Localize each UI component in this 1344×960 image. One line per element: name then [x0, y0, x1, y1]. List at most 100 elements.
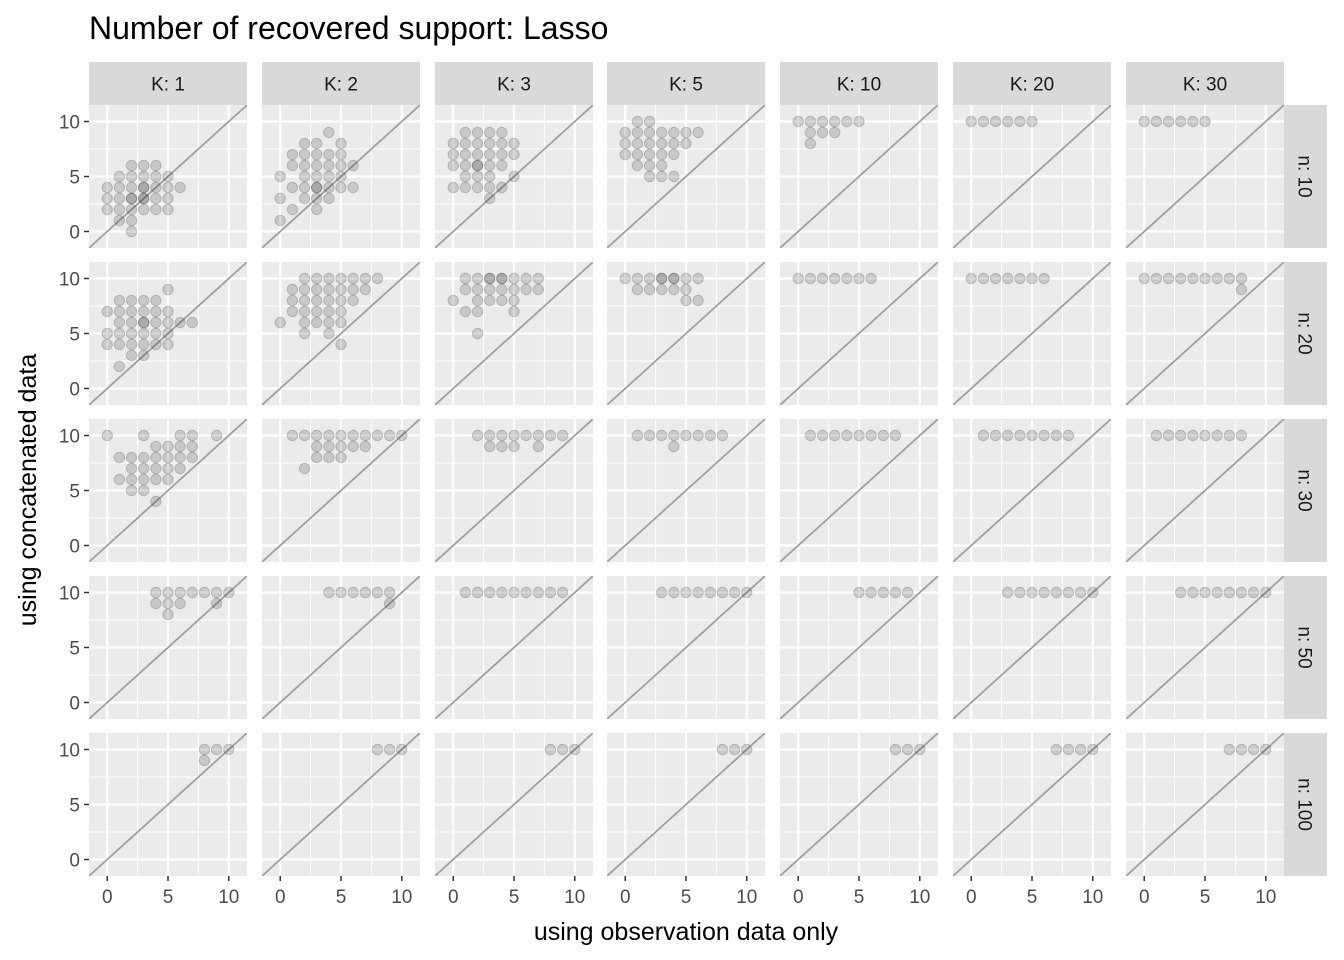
panel-r4-c5	[780, 576, 938, 719]
col-strip-bg	[262, 62, 420, 105]
data-point	[286, 283, 299, 296]
data-point	[471, 272, 484, 285]
data-point	[323, 327, 335, 340]
data-point	[162, 597, 174, 610]
x-tick-label: 5	[336, 887, 347, 908]
data-point	[371, 429, 384, 442]
data-point	[1260, 586, 1272, 599]
data-point	[483, 137, 496, 150]
data-point	[162, 327, 174, 340]
panel-r2-c5	[780, 262, 938, 405]
row-strip-label: n: 10	[1294, 155, 1315, 197]
data-point	[335, 148, 347, 161]
x-tick-label: 10	[1255, 887, 1276, 908]
data-point	[643, 126, 656, 139]
y-tick-label: 5	[69, 482, 80, 503]
data-point	[323, 440, 335, 453]
data-point	[310, 148, 323, 161]
data-point	[310, 451, 323, 464]
data-point	[704, 429, 717, 442]
data-point	[631, 159, 644, 172]
data-point	[1223, 429, 1236, 442]
data-point	[323, 272, 335, 285]
data-point	[889, 743, 902, 756]
data-point	[1162, 429, 1175, 442]
reference-line	[607, 576, 765, 719]
data-point	[150, 473, 162, 486]
data-point	[853, 586, 865, 599]
data-point	[496, 272, 508, 285]
data-point	[520, 429, 532, 442]
x-tick-label: 10	[391, 887, 412, 908]
reference-line	[953, 419, 1111, 562]
x-tick-label: 0	[620, 887, 631, 908]
data-point	[655, 272, 668, 285]
data-point	[680, 283, 692, 296]
data-point	[1260, 743, 1272, 756]
data-point	[137, 305, 150, 318]
data-point	[1050, 586, 1063, 599]
data-point	[137, 484, 150, 497]
data-point	[174, 181, 186, 194]
data-point	[310, 305, 323, 318]
data-point	[137, 294, 150, 307]
data-point	[828, 272, 841, 285]
data-point	[655, 126, 668, 139]
col-strip-bg	[1126, 62, 1284, 105]
data-point	[335, 440, 347, 453]
data-point	[286, 159, 299, 172]
data-point	[508, 283, 520, 296]
reference-line	[607, 733, 765, 876]
data-point	[310, 272, 323, 285]
data-point	[692, 586, 704, 599]
data-point	[459, 126, 472, 139]
data-point	[496, 159, 508, 172]
data-point	[125, 316, 138, 329]
row-strip-label: n: 20	[1294, 312, 1315, 354]
data-point	[310, 440, 323, 453]
data-point	[298, 429, 311, 442]
y-tick-label: 5	[69, 796, 80, 817]
x-tick-label: 5	[1027, 887, 1038, 908]
data-point	[210, 429, 223, 442]
data-point	[631, 283, 644, 296]
data-point	[137, 451, 150, 464]
x-tick-label: 5	[1200, 887, 1211, 908]
data-point	[310, 192, 323, 205]
data-point	[668, 440, 680, 453]
data-point	[298, 316, 311, 329]
data-point	[1062, 429, 1075, 442]
data-point	[496, 126, 508, 139]
data-point	[816, 115, 829, 128]
data-point	[989, 272, 1002, 285]
data-point	[865, 429, 877, 442]
data-point	[680, 586, 692, 599]
data-point	[137, 316, 150, 329]
data-point	[335, 586, 347, 599]
x-tick-label: 10	[736, 887, 757, 908]
y-tick-label: 10	[59, 270, 80, 291]
data-point	[619, 272, 631, 285]
data-point	[631, 115, 644, 128]
data-point	[347, 181, 359, 194]
data-point	[556, 743, 569, 756]
data-point	[1162, 115, 1175, 128]
panel-r5-c6: 0 5 10	[953, 733, 1111, 908]
data-point	[655, 272, 668, 285]
panel-r3-c1: 0 5 10	[59, 419, 247, 562]
data-point	[508, 170, 520, 183]
data-point	[174, 316, 186, 329]
data-point	[113, 327, 126, 340]
data-point	[989, 115, 1002, 128]
data-point	[162, 608, 174, 621]
data-point	[496, 148, 508, 161]
data-point	[1038, 586, 1050, 599]
data-point	[1247, 743, 1260, 756]
data-point	[323, 451, 335, 464]
data-point	[298, 170, 311, 183]
data-point	[310, 429, 323, 442]
reference-line	[1126, 576, 1284, 719]
data-point	[1235, 272, 1248, 285]
data-point	[459, 181, 472, 194]
data-point	[162, 283, 174, 296]
